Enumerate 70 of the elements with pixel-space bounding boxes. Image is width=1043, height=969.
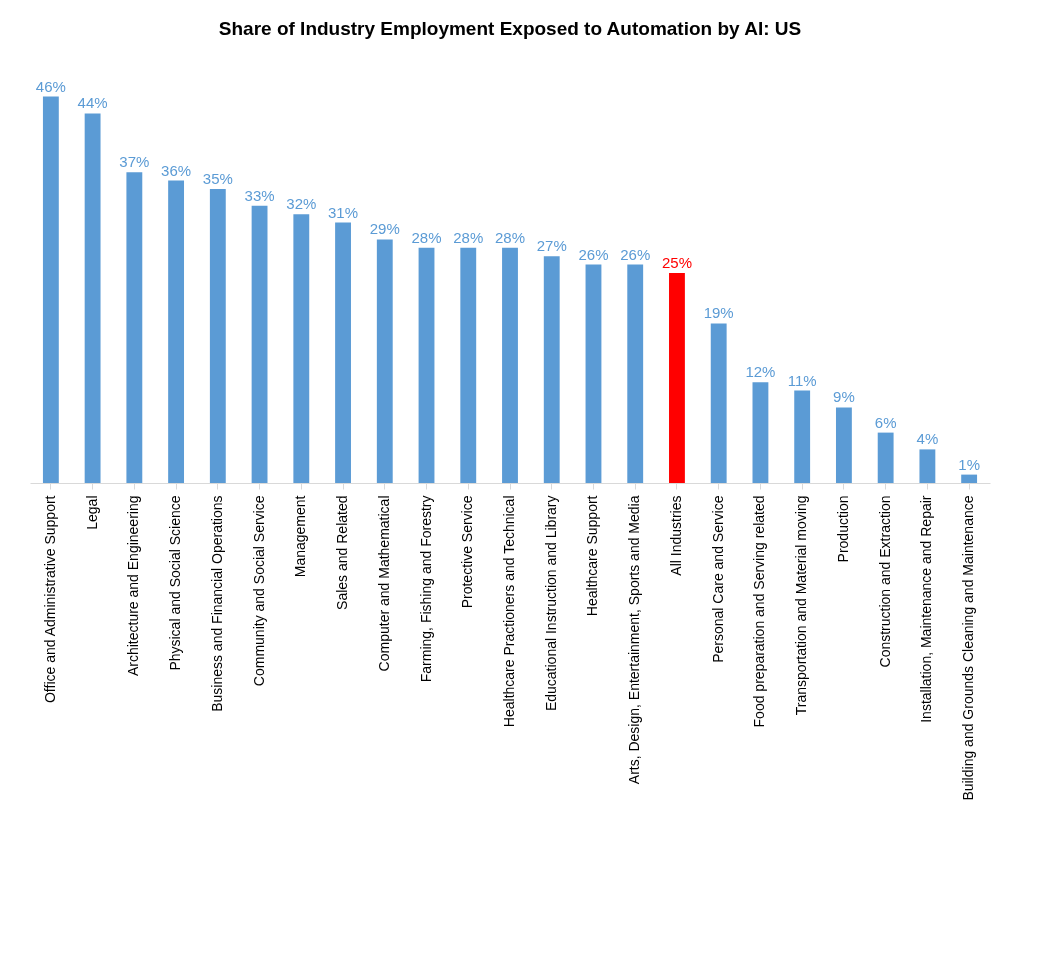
data-label: 28% [453,228,484,246]
data-label: 25% [661,254,692,271]
data-label: 6% [874,413,897,431]
data-label: 28% [494,228,526,246]
x-tick-label: Healthcare Practioners and Technical [501,495,517,728]
x-tick-label: Sales and Related [334,495,351,610]
x-tick-label: Construction and Extraction [876,495,893,668]
chart-title: Share of Industry Employment Exposed to Automation by AI: US [218,18,802,39]
x-tick-label: Community and Social Service [250,495,267,687]
x-tick-label: Transportation and Material moving [793,495,810,716]
x-tick-label: Physical and Social Science [167,495,184,671]
bar [585,264,602,483]
x-tick-label: Legal [83,495,100,530]
bar [251,205,268,483]
data-label: 44% [77,94,108,112]
data-label: 46% [35,77,66,95]
bar [835,407,852,483]
bar [42,96,59,483]
data-label: 35% [202,170,233,187]
data-label: 26% [578,245,609,263]
bar [209,189,226,483]
bar [752,382,769,483]
bar [293,214,310,483]
bar [961,474,978,483]
bar [335,222,351,483]
x-tick-label: Computer and Mathematical [375,495,392,672]
bar [543,256,560,483]
bar [919,449,936,483]
data-label: 12% [745,363,776,381]
bar [126,172,143,483]
bar [794,390,811,483]
bar [168,180,185,483]
bar [460,247,477,483]
bar [376,239,393,483]
x-tick-label: Personal Care and Service [709,495,726,663]
x-tick-label: Office and Administrative Support [41,495,58,704]
x-tick-label: Production [834,495,851,563]
x-tick-label: Farming, Fishing and Forestry [417,495,434,683]
bar [877,432,894,483]
x-tick-label: Arts, Design, Entertainment, Sports and Media [626,495,643,785]
data-label: 28% [411,228,442,246]
data-label: 26% [620,245,651,263]
x-tick-label: Architecture and Engineering [125,495,142,677]
data-label: 32% [286,195,317,213]
x-tick-label: Educational Instruction and Library [542,495,559,712]
x-tick-label: Building and Grounds Cleaning and Maintenance [960,495,977,801]
x-tick-label: Food preparation and Serving related [751,495,768,728]
data-label: 37% [119,153,150,171]
data-label: 9% [833,388,855,406]
bar [669,273,685,483]
x-tick-label: Business and Financial Operations [208,495,225,712]
bar [627,264,644,483]
data-label: 29% [369,220,400,238]
bar [84,113,101,483]
bar [502,247,518,483]
data-label: 19% [703,304,734,322]
data-label: 33% [244,186,275,204]
bar [418,247,435,483]
data-label: 31% [328,203,359,221]
x-tick-label: Healthcare Support [584,495,601,617]
data-label: 27% [536,237,567,255]
x-tick-label: Management [292,495,309,578]
data-label: 36% [161,161,192,179]
x-tick-label: All Industries [667,495,684,576]
data-label: 4% [916,430,939,448]
bar [710,323,727,483]
x-tick-label: Protective Service [459,495,476,609]
data-label: 11% [787,371,817,389]
x-tick-label: Installation, Maintenance and Repair [918,495,935,723]
data-label: 1% [958,455,980,473]
